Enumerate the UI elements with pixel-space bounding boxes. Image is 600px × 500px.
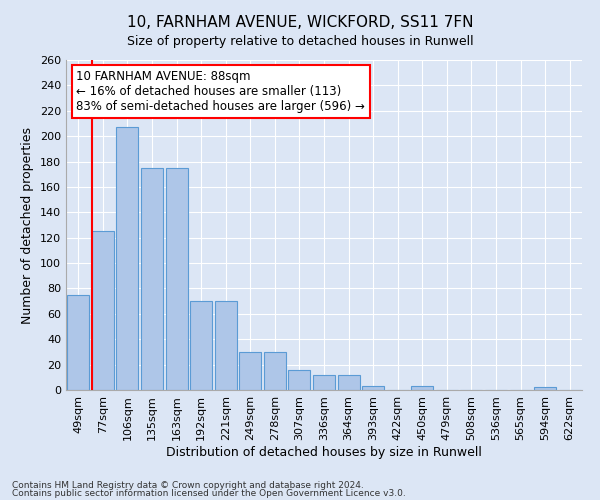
Bar bbox=[166, 168, 188, 390]
Y-axis label: Number of detached properties: Number of detached properties bbox=[22, 126, 34, 324]
X-axis label: Distribution of detached houses by size in Runwell: Distribution of detached houses by size … bbox=[166, 446, 482, 458]
Bar bbox=[534, 388, 556, 390]
Bar bbox=[411, 386, 433, 390]
Text: Size of property relative to detached houses in Runwell: Size of property relative to detached ho… bbox=[127, 35, 473, 48]
Bar bbox=[141, 168, 163, 390]
Bar bbox=[215, 301, 237, 390]
Bar bbox=[239, 352, 262, 390]
Bar bbox=[289, 370, 310, 390]
Bar bbox=[190, 301, 212, 390]
Text: Contains HM Land Registry data © Crown copyright and database right 2024.: Contains HM Land Registry data © Crown c… bbox=[12, 480, 364, 490]
Bar bbox=[264, 352, 286, 390]
Bar bbox=[92, 232, 114, 390]
Text: Contains public sector information licensed under the Open Government Licence v3: Contains public sector information licen… bbox=[12, 489, 406, 498]
Text: 10 FARNHAM AVENUE: 88sqm
← 16% of detached houses are smaller (113)
83% of semi-: 10 FARNHAM AVENUE: 88sqm ← 16% of detach… bbox=[76, 70, 365, 113]
Bar bbox=[313, 375, 335, 390]
Text: 10, FARNHAM AVENUE, WICKFORD, SS11 7FN: 10, FARNHAM AVENUE, WICKFORD, SS11 7FN bbox=[127, 15, 473, 30]
Bar bbox=[116, 128, 139, 390]
Bar bbox=[338, 375, 359, 390]
Bar bbox=[362, 386, 384, 390]
Bar bbox=[67, 295, 89, 390]
